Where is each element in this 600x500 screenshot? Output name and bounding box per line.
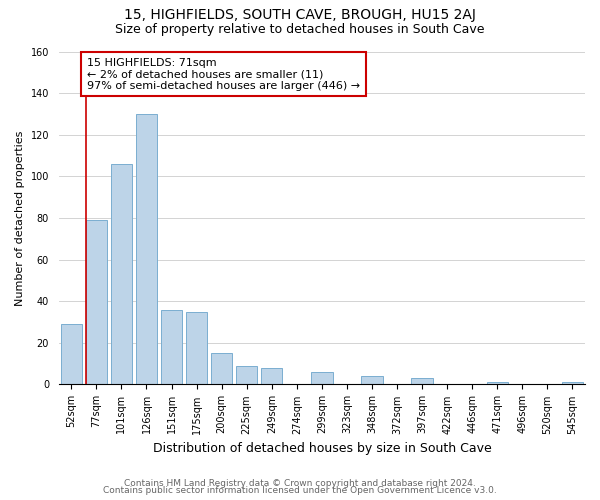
Bar [211,353,232,384]
Bar [86,220,107,384]
Bar [236,366,257,384]
Text: Contains public sector information licensed under the Open Government Licence v3: Contains public sector information licen… [103,486,497,495]
Text: Contains HM Land Registry data © Crown copyright and database right 2024.: Contains HM Land Registry data © Crown c… [124,478,476,488]
Bar [136,114,157,384]
Bar [361,376,383,384]
Text: Size of property relative to detached houses in South Cave: Size of property relative to detached ho… [115,22,485,36]
Bar [412,378,433,384]
Bar [161,310,182,384]
Y-axis label: Number of detached properties: Number of detached properties [15,130,25,306]
Bar [111,164,132,384]
Bar [487,382,508,384]
Text: 15 HIGHFIELDS: 71sqm
← 2% of detached houses are smaller (11)
97% of semi-detach: 15 HIGHFIELDS: 71sqm ← 2% of detached ho… [87,58,360,91]
Bar [186,312,207,384]
X-axis label: Distribution of detached houses by size in South Cave: Distribution of detached houses by size … [152,442,491,455]
Bar [261,368,283,384]
Bar [61,324,82,384]
Bar [562,382,583,384]
Text: 15, HIGHFIELDS, SOUTH CAVE, BROUGH, HU15 2AJ: 15, HIGHFIELDS, SOUTH CAVE, BROUGH, HU15… [124,8,476,22]
Bar [311,372,332,384]
